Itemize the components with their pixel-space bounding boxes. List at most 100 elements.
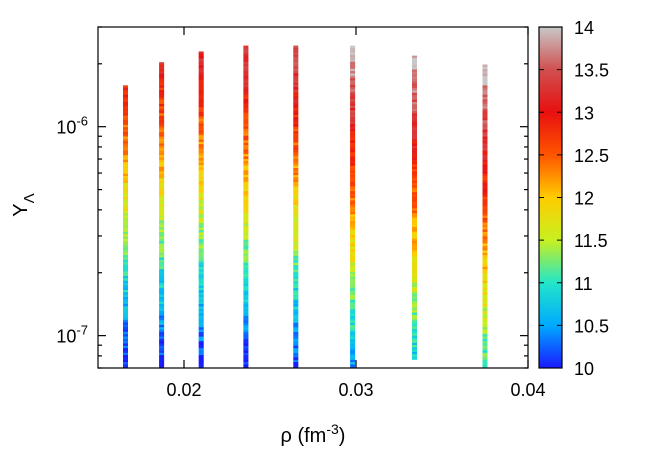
data-point (412, 240, 417, 244)
data-point (293, 80, 299, 84)
data-point (159, 204, 165, 208)
data-point (412, 141, 417, 145)
data-point (159, 248, 165, 252)
data-point (350, 142, 356, 146)
data-point (198, 216, 204, 220)
data-point (159, 320, 165, 324)
data-point (243, 304, 249, 308)
data-point (198, 327, 204, 331)
data-point (293, 135, 299, 139)
data-point (293, 117, 299, 121)
data-point (243, 168, 249, 172)
data-point (243, 80, 249, 84)
data-point (159, 297, 165, 301)
data-point (243, 66, 249, 70)
data-point (482, 290, 488, 294)
data-point (482, 80, 488, 84)
data-point (482, 257, 488, 261)
data-point (350, 82, 356, 86)
data-point (482, 180, 488, 184)
data-point (159, 299, 165, 303)
data-point (293, 228, 299, 232)
data-point (293, 350, 299, 354)
data-point (350, 255, 356, 259)
data-point (293, 246, 299, 250)
data-point (350, 320, 356, 324)
data-point (159, 108, 165, 112)
data-point (243, 96, 249, 100)
data-point (350, 269, 356, 273)
data-point (243, 170, 249, 174)
data-point (293, 325, 299, 329)
data-point (350, 57, 356, 61)
data-point (198, 139, 204, 143)
data-point (123, 359, 128, 363)
data-point (412, 319, 417, 323)
data-point (293, 329, 299, 333)
y-axis-label-sub: Λ (21, 193, 38, 203)
data-point (198, 63, 204, 67)
data-point (123, 157, 128, 161)
data-point (159, 197, 165, 201)
data-point (159, 357, 165, 361)
data-point (159, 276, 165, 280)
data-point (123, 250, 128, 254)
data-point (123, 94, 128, 98)
data-point (350, 225, 356, 229)
scatter-points (123, 45, 488, 368)
data-point (243, 255, 249, 259)
data-point (482, 362, 488, 366)
data-point (159, 94, 165, 98)
data-point (198, 58, 204, 62)
data-point (243, 244, 249, 248)
data-point (412, 342, 417, 346)
data-point (159, 145, 165, 150)
data-point (243, 228, 249, 232)
data-point (243, 165, 249, 169)
data-point (123, 287, 128, 291)
data-point (123, 194, 128, 198)
data-point (350, 103, 356, 107)
data-point (123, 255, 128, 259)
data-point (350, 84, 356, 89)
data-point (412, 203, 417, 207)
data-point (243, 242, 249, 246)
data-point (159, 131, 165, 136)
data-point (123, 236, 128, 240)
data-point (243, 297, 249, 301)
data-point (412, 229, 417, 233)
data-point (198, 232, 204, 236)
data-point (159, 80, 165, 84)
data-point (293, 138, 299, 142)
data-point (243, 73, 249, 77)
data-point (159, 317, 165, 322)
data-point (350, 149, 356, 153)
data-point (412, 67, 417, 71)
data-point (293, 278, 299, 283)
data-point (198, 234, 204, 238)
data-point (412, 134, 417, 138)
data-point (198, 153, 204, 157)
data-point (159, 141, 165, 145)
data-point (350, 184, 356, 188)
data-point (159, 125, 165, 129)
data-point (482, 250, 488, 254)
data-point (198, 118, 204, 122)
data-point (198, 213, 204, 217)
data-point (482, 322, 488, 326)
data-point (350, 362, 356, 366)
data-point (123, 301, 128, 305)
data-point (123, 355, 128, 359)
data-point (243, 225, 249, 229)
data-point (198, 192, 204, 197)
data-point (412, 139, 417, 143)
data-point (412, 317, 417, 321)
colorbar-tick-label: 11 (574, 274, 593, 294)
data-point (243, 216, 249, 220)
data-point (482, 241, 488, 245)
data-point (123, 231, 128, 235)
data-point (350, 297, 356, 301)
data-point (293, 119, 299, 123)
data-point (198, 274, 204, 278)
data-point (159, 190, 165, 194)
